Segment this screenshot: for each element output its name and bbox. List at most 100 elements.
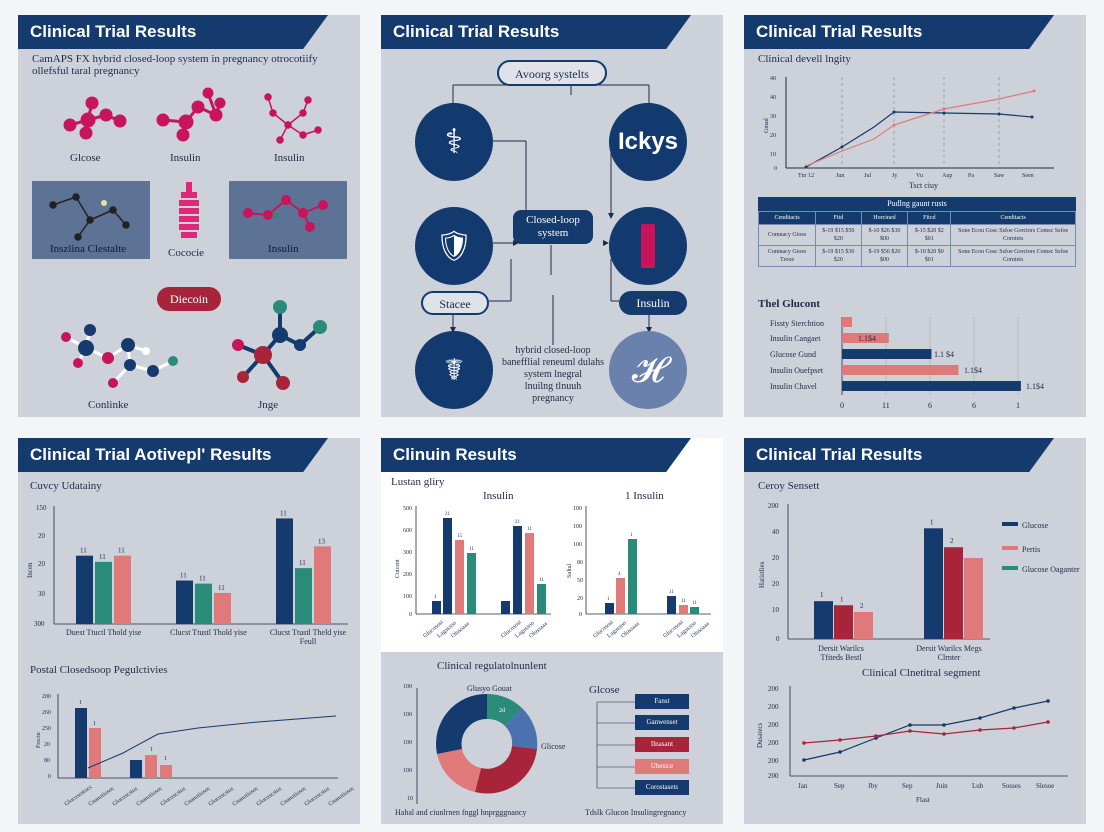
- panel-title: Clinical Trial Results: [744, 15, 1054, 49]
- table-cell: $-19 $15 $30 $20: [815, 245, 862, 267]
- caption-line: hybrid closed-loop: [515, 345, 591, 356]
- bar-value-label: 11: [99, 553, 106, 561]
- y-tick: 260: [42, 710, 51, 716]
- chart-title: Lustan gliry: [391, 476, 445, 488]
- y-tick: 100: [403, 740, 412, 746]
- panel-line-table-bars: Clinical Trial Results Clinical devell l…: [744, 15, 1086, 417]
- svg-text:Glucoscstos: Glucoscstos: [160, 786, 188, 808]
- bar-value-label: 11: [299, 559, 306, 567]
- bar-value-label: 2: [950, 537, 954, 545]
- y-tick: 100: [403, 594, 412, 600]
- donut-slice: [435, 693, 487, 754]
- svg-text:11: 11: [539, 578, 544, 583]
- bar-value-label: 11: [80, 547, 87, 555]
- svg-text:11: 11: [469, 547, 474, 552]
- bar-value-label: 11: [180, 572, 187, 580]
- panel-subtitle-2: ollefsful taral pregnancy: [32, 65, 140, 77]
- donut-footer: Hahal and ciunlrnen fnggl hnprgggnancy: [395, 808, 527, 817]
- y-tick: 80: [577, 560, 583, 566]
- y-tick: 250: [42, 726, 51, 732]
- donut-chart: 100 100 100 100 10 2d: [403, 684, 635, 804]
- chart-title: Clinical Clnetitral segment: [862, 667, 981, 679]
- svg-text:Aup: Aup: [942, 173, 952, 179]
- bar: [455, 540, 464, 614]
- svg-text:0: 0: [774, 166, 777, 172]
- svg-text:1: 1: [434, 595, 437, 600]
- bar: [195, 583, 212, 624]
- bar: [842, 333, 889, 343]
- panel-title: Clinical Trial Results: [744, 438, 1054, 472]
- y-tick: 500: [403, 506, 412, 512]
- insulin-pen-icon: [609, 207, 687, 285]
- legend-item: Corostasets: [635, 780, 689, 795]
- y-tick: 200: [403, 572, 412, 578]
- svg-text:11: 11: [681, 599, 686, 604]
- y-tick: 200: [768, 757, 779, 765]
- donut-slice: [475, 746, 537, 794]
- closed-loop-label-2: system: [537, 227, 569, 239]
- svg-text:Glucoscstos: Glucoscstos: [112, 786, 140, 808]
- legend-swatch: [1002, 522, 1018, 526]
- panel-title: Clinuin Results: [381, 438, 691, 472]
- x-tick: 1: [1016, 401, 1020, 410]
- center-label: Cococie: [168, 247, 205, 259]
- table-header: Cenditacts: [757, 211, 817, 225]
- svg-text:1: 1: [79, 700, 82, 706]
- y-tick: 10: [772, 606, 780, 614]
- svg-text:21: 21: [445, 512, 451, 517]
- y-tick: 20: [44, 742, 50, 748]
- bar: [944, 547, 963, 639]
- group-label: Dersit Warilcs Tfiteds Bestl: [818, 644, 864, 662]
- x-tick: Sep: [902, 782, 913, 790]
- bar-value-label: 11: [218, 584, 225, 592]
- svg-text:Saw: Saw: [994, 173, 1005, 179]
- svg-text:4: 4: [618, 572, 621, 577]
- bar-value-label: 1.1$4: [858, 334, 876, 343]
- x-tick: Lub: [972, 782, 984, 790]
- svg-text:11: 11: [527, 527, 532, 532]
- legend-label: Glucose Oaganter: [1022, 565, 1080, 574]
- pregnancy-icon: ☤: [415, 331, 493, 409]
- table-header: Fitd: [815, 211, 862, 225]
- bar: [964, 558, 983, 639]
- table-cell: Sone Ecou Gosc Ssfoe Gorctors Comsc Ssfo…: [950, 245, 1076, 267]
- table-title: Pudlng gaunt rusts: [758, 197, 1076, 211]
- molecule-label: Conlinke: [88, 399, 129, 411]
- y-tick: 200: [768, 703, 779, 711]
- bar: [814, 601, 833, 639]
- y-tick: 150: [36, 504, 47, 512]
- svg-text:30: 30: [770, 114, 776, 120]
- chart-subtitle: 1 Insulin: [625, 490, 664, 502]
- donut-top-label: Glusyo Gouat: [467, 684, 512, 693]
- x-axis-label: Flast: [916, 796, 930, 804]
- y-tick: 200: [768, 739, 779, 747]
- bar: [690, 607, 699, 614]
- bar: [176, 580, 193, 624]
- grouped-bar-chart: Incen 150 20 20 30 300 11 11 11 11 11 11 11 11 13: [26, 504, 348, 628]
- legend-item: Ubesice: [635, 759, 689, 774]
- y-tick: 200: [768, 772, 779, 780]
- y-axis-label: Sultal: [567, 564, 573, 578]
- x-tick: Jby: [868, 782, 878, 790]
- chart-title: Postal Closedsoop Pegulctivies: [30, 664, 168, 676]
- y-axis-label: Fescin: [36, 732, 42, 748]
- panel-title: Clinical Trial Results: [18, 15, 328, 49]
- bar: [842, 365, 959, 375]
- bar: [295, 568, 312, 624]
- y-tick: 50: [577, 578, 583, 584]
- y-axis-label: Incen: [26, 562, 34, 578]
- caption-line: lnuilng tlnuuh: [524, 381, 582, 392]
- bar: [924, 528, 943, 639]
- table-cell: $-19 $15 $50 $20: [815, 224, 862, 246]
- legend-swatch: [1002, 566, 1018, 570]
- table-header: Fitcd: [907, 211, 952, 225]
- donut-right-label: Glicose: [541, 742, 566, 751]
- y-tick: 0: [48, 774, 51, 780]
- svg-text:Glucoscstos: Glucoscstos: [208, 786, 236, 808]
- bar-value-label: 1.1 $4: [934, 350, 954, 359]
- donut-value-label: 2d: [499, 708, 505, 714]
- y-tick: 100: [573, 506, 582, 512]
- y-tick: 20: [772, 554, 780, 562]
- bar-value-label: 11: [118, 547, 125, 555]
- bar-value-label: 2: [860, 602, 864, 610]
